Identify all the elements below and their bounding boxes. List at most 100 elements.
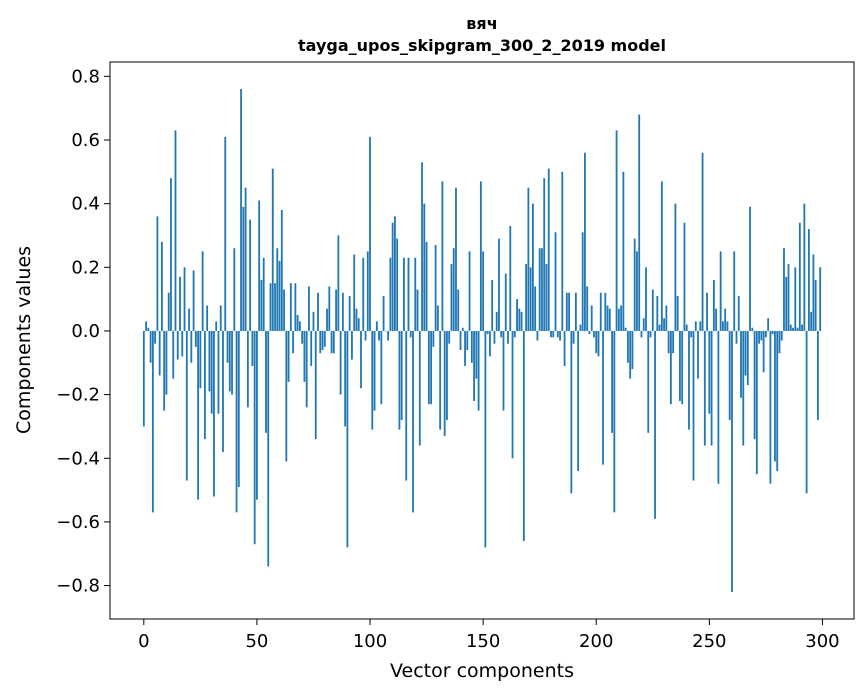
bar-component-299 [819,267,822,331]
bar-component-89 [344,330,347,427]
bar-component-192 [577,330,580,471]
bar-component-273 [760,330,763,341]
bar-component-59 [276,248,279,331]
bar-component-179 [547,168,550,331]
bar-component-50 [256,330,258,500]
bar-component-91 [348,295,351,331]
bar-component-257 [724,308,727,331]
bar-component-160 [504,273,507,331]
bar-component-105 [380,330,383,405]
bar-component-42 [237,330,240,487]
bar-component-47 [249,219,252,331]
bar-component-229 [660,181,663,331]
bar-component-70 [301,330,304,344]
bar-component-214 [627,330,629,363]
bar-component-73 [308,286,310,331]
bar-component-63 [285,330,288,462]
bar-component-281 [778,330,781,354]
y-tick-label: 0.8 [71,66,100,87]
bar-component-231 [665,305,668,331]
bar-component-258 [726,321,729,331]
bar-component-54 [265,330,267,433]
bar-component-12 [170,178,172,331]
bar-component-132 [441,181,444,331]
bar-component-40 [233,248,236,331]
bar-component-137 [452,248,455,331]
x-axis-label: Vector components [390,660,574,682]
bar-component-147 [475,330,478,379]
bar-component-149 [479,181,482,331]
bar-component-52 [260,280,263,331]
bar-component-223 [647,330,650,433]
bar-component-159 [502,330,505,411]
bar-component-82 [328,286,331,331]
bar-component-20 [188,308,190,331]
bar-component-190 [572,330,575,344]
bar-component-180 [550,330,552,338]
bar-component-206 [608,308,611,331]
y-tick-label: 0.6 [71,130,100,151]
bar-component-85 [335,289,337,331]
y-axis-label: Components values [13,246,35,434]
bar-component-254 [717,330,720,484]
bar-component-293 [805,330,808,494]
bar-component-101 [371,330,374,430]
bar-component-7 [158,330,161,376]
bar-component-208 [613,330,616,513]
bar-component-122 [418,330,421,446]
bar-component-234 [672,330,675,354]
bar-component-268 [749,206,751,331]
bar-component-207 [611,330,613,433]
x-tick-label: 50 [245,631,268,652]
bar-component-53 [262,257,265,331]
bar-component-3 [149,330,152,363]
bar-component-163 [511,330,514,459]
bar-component-133 [443,330,446,436]
bar-component-236 [676,295,679,331]
bar-component-10 [165,330,168,395]
bar-component-60 [278,260,281,331]
bar-component-108 [387,330,390,341]
bar-component-11 [167,292,170,331]
bar-component-280 [776,330,779,471]
bar-component-83 [330,330,333,354]
bar-component-153 [489,330,491,357]
bar-component-21 [190,330,193,363]
bar-component-287 [792,327,794,331]
bar-component-284 [785,276,788,331]
bar-component-34 [219,305,222,331]
bar-component-48 [251,330,254,366]
bar-component-230 [663,318,665,331]
bar-component-145 [470,330,473,363]
bar-component-227 [656,295,659,331]
bar-component-116 [405,330,408,481]
bar-component-215 [629,330,632,379]
bar-component-184 [559,330,561,341]
x-tick-label: 200 [579,631,613,652]
bar-component-58 [274,283,276,331]
bar-component-152 [486,330,489,335]
bar-component-156 [495,311,498,331]
bar-component-175 [538,248,541,331]
bar-component-201 [597,330,600,357]
bar-component-71 [303,330,306,382]
bar-component-37 [226,330,229,363]
bar-component-297 [814,280,817,331]
bar-component-191 [574,292,577,331]
bar-component-212 [622,171,625,331]
bar-component-75 [312,311,315,331]
bar-component-86 [337,235,340,331]
bar-component-26 [201,251,204,331]
bar-component-222 [645,267,647,331]
bar-component-290 [798,222,801,331]
bar-component-291 [801,324,803,331]
bar-component-134 [446,330,448,421]
bar-component-245 [697,330,699,379]
bar-component-117 [407,257,410,331]
bar-component-270 [753,330,756,440]
bar-component-151 [484,330,487,548]
bar-component-125 [425,241,428,331]
bar-component-241 [688,330,690,430]
bar-component-217 [633,238,636,331]
